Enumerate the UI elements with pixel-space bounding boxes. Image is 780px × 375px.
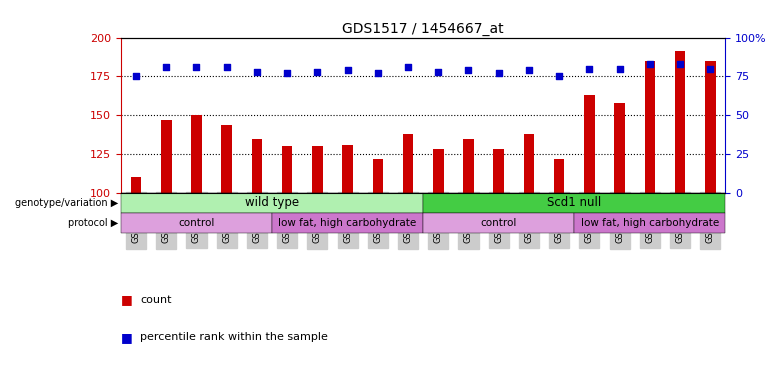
Point xyxy=(553,74,566,80)
Text: Scd1 null: Scd1 null xyxy=(547,196,601,209)
Point xyxy=(342,67,354,73)
Bar xyxy=(373,159,383,193)
Bar xyxy=(222,124,232,193)
Point xyxy=(190,64,203,70)
Bar xyxy=(191,115,202,193)
Bar xyxy=(574,213,725,232)
Text: protocol ▶: protocol ▶ xyxy=(68,217,118,228)
Point xyxy=(160,64,172,70)
Bar xyxy=(161,120,172,193)
Bar xyxy=(402,134,413,193)
Bar xyxy=(433,149,444,193)
Point xyxy=(613,66,626,72)
Bar xyxy=(342,145,353,193)
Bar xyxy=(463,138,473,193)
Bar xyxy=(675,51,686,193)
Text: ■: ■ xyxy=(121,331,136,344)
Point xyxy=(221,64,233,70)
Text: control: control xyxy=(179,217,214,228)
Point xyxy=(311,69,324,75)
Bar xyxy=(705,61,715,193)
Bar xyxy=(272,213,424,232)
Bar xyxy=(252,138,262,193)
Title: GDS1517 / 1454667_at: GDS1517 / 1454667_at xyxy=(342,22,504,36)
Point xyxy=(129,74,142,80)
Bar xyxy=(554,159,565,193)
Text: control: control xyxy=(480,217,517,228)
Point xyxy=(674,61,686,67)
Bar xyxy=(494,149,504,193)
Point xyxy=(644,61,656,67)
Point xyxy=(583,66,596,72)
Bar xyxy=(312,146,323,193)
Text: low fat, high carbohydrate: low fat, high carbohydrate xyxy=(581,217,719,228)
Point xyxy=(281,70,293,76)
Bar xyxy=(121,213,272,232)
Point xyxy=(492,70,505,76)
Bar xyxy=(644,61,655,193)
Bar xyxy=(523,134,534,193)
Bar xyxy=(131,177,141,193)
Text: ■: ■ xyxy=(121,294,136,306)
Text: percentile rank within the sample: percentile rank within the sample xyxy=(140,333,328,342)
Bar xyxy=(584,95,594,193)
Bar xyxy=(424,213,574,232)
Text: count: count xyxy=(140,295,172,305)
Text: genotype/variation ▶: genotype/variation ▶ xyxy=(15,198,118,208)
Text: wild type: wild type xyxy=(245,196,299,209)
Point xyxy=(371,70,384,76)
Bar xyxy=(121,193,424,213)
Bar xyxy=(282,146,292,193)
Point xyxy=(432,69,445,75)
Bar xyxy=(424,193,725,213)
Point xyxy=(523,67,535,73)
Point xyxy=(402,64,414,70)
Point xyxy=(250,69,263,75)
Bar xyxy=(615,103,625,193)
Point xyxy=(704,66,717,72)
Point xyxy=(463,67,475,73)
Text: low fat, high carbohydrate: low fat, high carbohydrate xyxy=(278,217,417,228)
